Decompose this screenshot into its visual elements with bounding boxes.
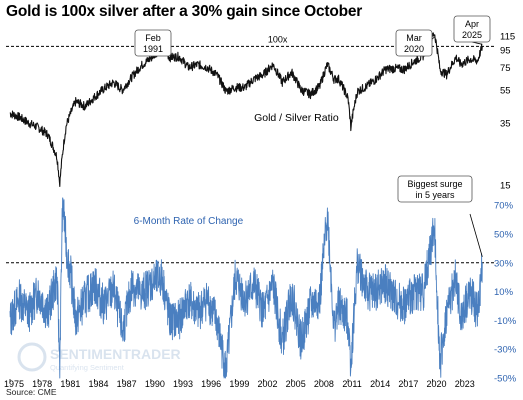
x-axis-tick-label: 2014 [370,379,390,389]
watermark-brand: SENTIMENTRADER [50,346,181,362]
x-axis-tick-label: 2005 [286,379,306,389]
callout-feb-1991-box [134,29,172,57]
x-axis-tick-label: 1978 [32,379,52,389]
x-axis-tick-label: 2008 [314,379,334,389]
right-axis-tick-roc: 10% [494,287,514,298]
right-axis-tick-ratio: 75 [500,63,511,74]
series-label-ratio: Gold / Silver Ratio [254,112,339,124]
x-axis-tick-label: 1975 [4,379,24,389]
callout-feb-1991-line2: 1991 [143,44,163,54]
x-axis-tick-label: 1996 [201,379,221,389]
x-axis-tick-label: 1981 [60,379,80,389]
right-axis-tick-roc: -30% [494,345,517,356]
callout-apr-2025-line1: Apr [465,19,479,29]
right-axis-tick-roc: 70% [494,201,514,212]
roc-series-line [9,197,483,379]
right-axis-tick-roc: 30% [494,258,514,269]
callout-mar-2020-line1: Mar [406,33,422,43]
right-axis-tick-roc: 50% [494,230,514,241]
x-axis-tick-label: 1990 [145,379,165,389]
x-axis-tick-label: 1984 [88,379,108,389]
callout-biggest-surge-line2: in 5 years [415,190,455,200]
source-note: Source: CME [6,387,57,397]
chart-title: Gold is 100x silver after a 30% gain sin… [6,3,363,20]
callout-mar-2020-line2: 2020 [404,44,424,54]
x-axis-tick-label: 1987 [117,379,137,389]
callout-apr-2025-box [453,15,491,43]
callout-biggest-surge-pointer [469,213,483,257]
ratio-series-line [9,32,483,188]
callout-biggest-surge-line1: Biggest surge [407,179,462,189]
x-axis-tick-label: 2002 [258,379,278,389]
series-label-roc: 6-Month Rate of Change [134,216,244,227]
watermark-tagline: Quantifying Sentiment [50,363,125,372]
callout-mar-2020-box [395,29,433,57]
right-axis-tick-ratio: 95 [500,46,511,57]
callout-biggest-surge-box [397,175,473,203]
right-axis-tick-ratio: 115 [500,32,515,43]
x-axis-tick-label: 2020 [427,379,447,389]
x-axis-tick-label: 1993 [173,379,193,389]
x-axis-tick-label: 2023 [455,379,475,389]
callout-apr-2025-line2: 2025 [462,30,482,40]
right-axis-tick-roc: -10% [494,316,517,327]
right-axis-tick-roc: -50% [494,374,517,385]
reference-line-label: 100x [268,34,288,44]
x-axis-tick-label: 2017 [398,379,418,389]
right-axis-tick-ratio: 15 [500,181,511,192]
right-axis-tick-ratio: 35 [500,119,511,130]
x-axis-tick-label: 2011 [342,379,361,389]
right-axis-tick-ratio: 55 [500,86,511,97]
callout-feb-1991-line1: Feb [145,33,161,43]
watermark-logo-icon [17,342,47,372]
x-axis-tick-label: 1999 [229,379,249,389]
